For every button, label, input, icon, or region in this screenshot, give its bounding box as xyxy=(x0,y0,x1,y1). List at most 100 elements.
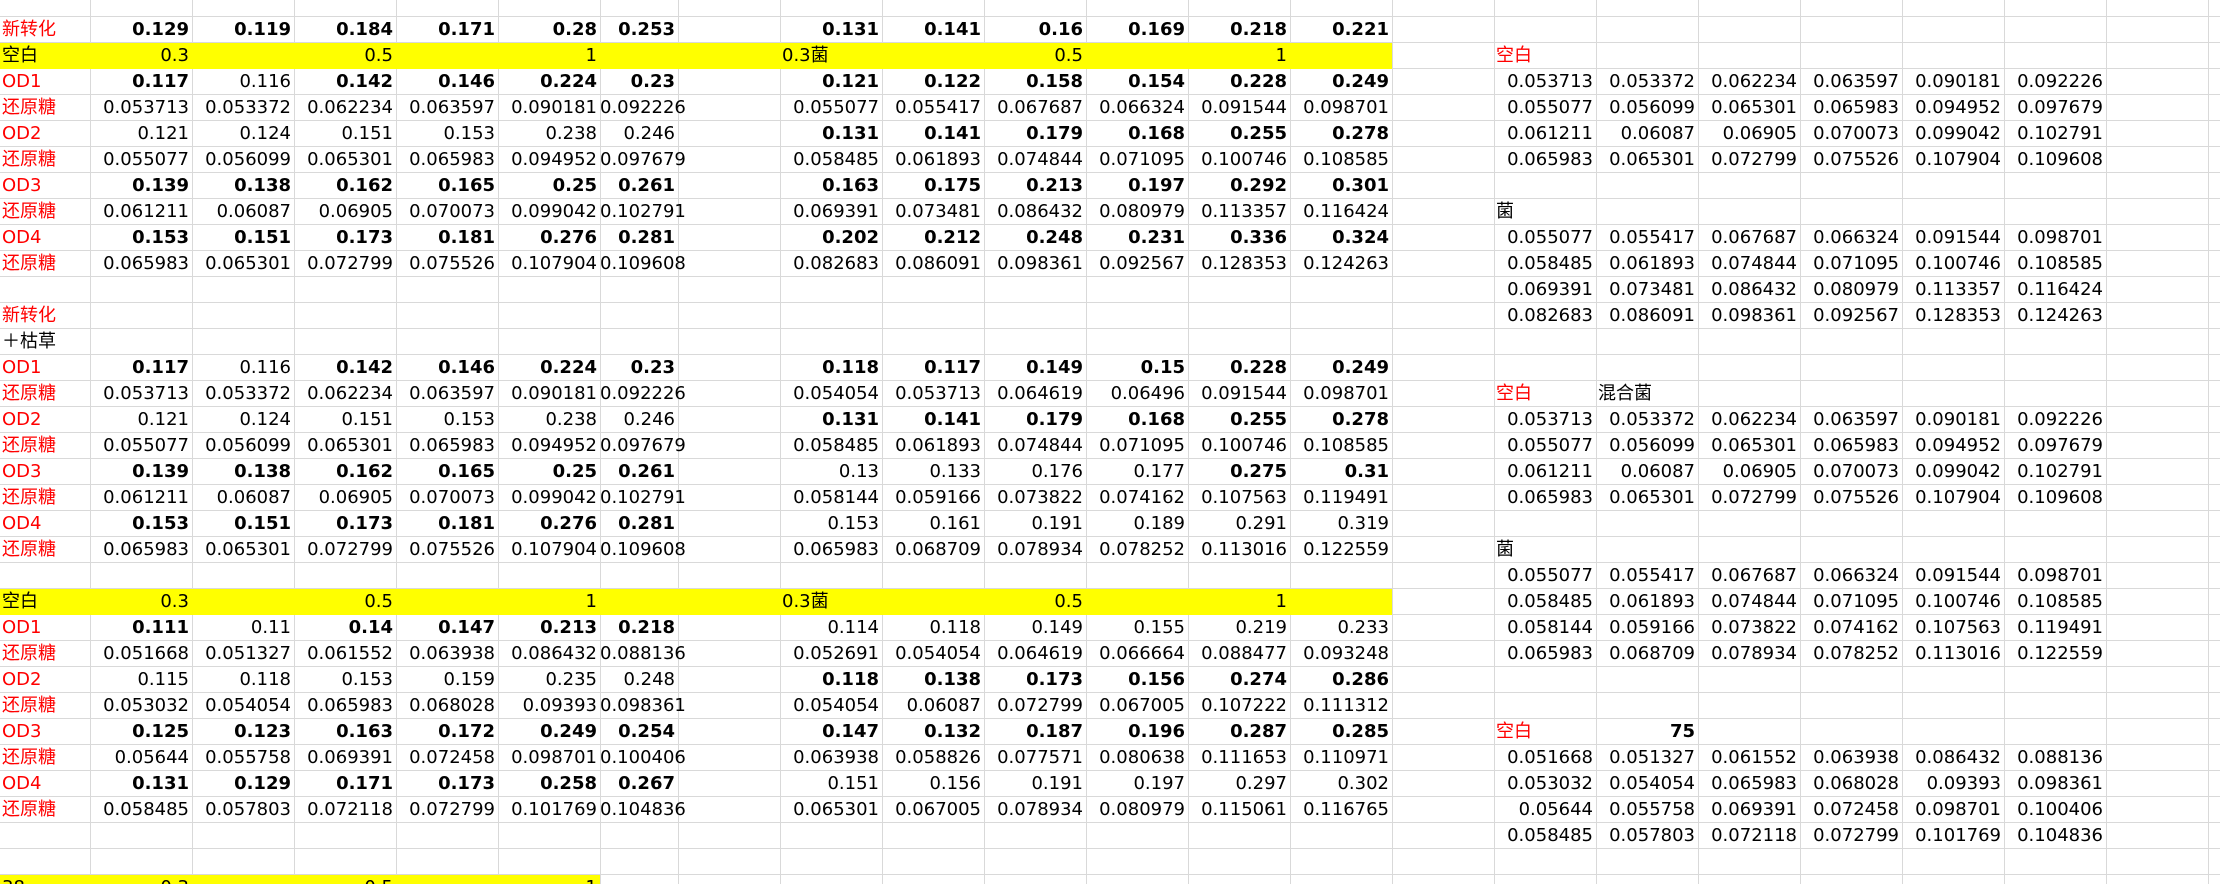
sheet-cell[interactable]: 0.3菌 xyxy=(780,589,882,615)
sheet-cell[interactable]: 0.093248 xyxy=(1303,643,1389,664)
sheet-cell[interactable]: 还原糖 xyxy=(2,253,56,274)
sheet-cell[interactable]: 0.065983 xyxy=(103,539,189,560)
sheet-cell[interactable]: 0.218 xyxy=(618,617,675,638)
sheet-cell[interactable]: ＋枯草 xyxy=(2,331,56,352)
sheet-cell[interactable]: 0.3 xyxy=(90,43,192,69)
sheet-cell[interactable]: 0.068709 xyxy=(1609,643,1695,664)
sheet-cell[interactable]: 0.184 xyxy=(336,19,393,40)
sheet-cell[interactable]: 0.197 xyxy=(1133,773,1185,794)
sheet-cell[interactable]: 0.074162 xyxy=(1813,617,1899,638)
sheet-cell[interactable]: 0.100746 xyxy=(1915,253,2001,274)
sheet-cell[interactable]: 0.141 xyxy=(924,19,981,40)
sheet-cell[interactable]: 0.06905 xyxy=(318,201,393,222)
sheet-cell[interactable]: 0.059166 xyxy=(1609,617,1695,638)
sheet-cell[interactable]: 0.292 xyxy=(1230,175,1287,196)
sheet-cell[interactable]: 0.064619 xyxy=(997,643,1083,664)
sheet-cell[interactable]: 0.121 xyxy=(137,123,189,144)
sheet-cell[interactable] xyxy=(396,875,498,884)
sheet-cell[interactable]: 0.058144 xyxy=(1507,617,1593,638)
sheet-cell[interactable]: 0.091544 xyxy=(1201,97,1287,118)
sheet-cell[interactable]: 0.061893 xyxy=(895,435,981,456)
sheet-cell[interactable]: 0.122559 xyxy=(1303,539,1389,560)
sheet-cell[interactable]: 0.090181 xyxy=(1915,409,2001,430)
sheet-cell[interactable]: 空白 xyxy=(1496,721,1532,742)
sheet-cell[interactable]: 0.078934 xyxy=(997,799,1083,820)
sheet-cell[interactable]: 还原糖 xyxy=(2,149,56,170)
sheet-cell[interactable]: 0.324 xyxy=(1332,227,1389,248)
sheet-cell[interactable]: 0.065301 xyxy=(205,253,291,274)
sheet-cell[interactable]: 0.066324 xyxy=(1813,227,1899,248)
sheet-cell[interactable]: 0.3 xyxy=(90,589,192,615)
sheet-cell[interactable]: 0.05644 xyxy=(114,747,189,768)
sheet-cell[interactable]: 0.249 xyxy=(1332,357,1389,378)
sheet-cell[interactable]: 0.191 xyxy=(1031,513,1083,534)
sheet-cell[interactable]: 0.065301 xyxy=(1609,149,1695,170)
sheet-cell[interactable]: 0.162 xyxy=(336,461,393,482)
sheet-cell[interactable]: 0.163 xyxy=(822,175,879,196)
sheet-cell[interactable]: 0.078934 xyxy=(1711,643,1797,664)
sheet-cell[interactable]: 还原糖 xyxy=(2,435,56,456)
sheet-cell[interactable]: 0.16 xyxy=(1038,19,1083,40)
sheet-cell[interactable]: 0.067687 xyxy=(1711,227,1797,248)
sheet-cell[interactable]: 0.055077 xyxy=(793,97,879,118)
sheet-cell[interactable]: 0.100746 xyxy=(1201,149,1287,170)
sheet-cell[interactable]: 0.058826 xyxy=(895,747,981,768)
sheet-cell[interactable]: 0.158 xyxy=(1026,71,1083,92)
sheet-cell[interactable]: 0.161 xyxy=(929,513,981,534)
sheet-cell[interactable]: 0.072118 xyxy=(1711,825,1797,846)
sheet-cell[interactable]: 0.116424 xyxy=(2017,279,2103,300)
sheet-cell[interactable]: 0.175 xyxy=(924,175,981,196)
sheet-cell[interactable]: 0.099042 xyxy=(511,201,597,222)
sheet-cell[interactable]: 0.153 xyxy=(443,123,495,144)
sheet-cell[interactable]: 混合菌 xyxy=(1598,383,1652,404)
sheet-cell[interactable]: 0.098701 xyxy=(2017,227,2103,248)
sheet-cell[interactable]: 0.086432 xyxy=(1915,747,2001,768)
sheet-cell[interactable]: 0.104836 xyxy=(600,799,686,820)
sheet-cell[interactable]: 0.051668 xyxy=(1507,747,1593,768)
sheet-cell[interactable]: 新转化 xyxy=(2,305,56,326)
sheet-cell[interactable]: 0.061211 xyxy=(1507,461,1593,482)
sheet-cell[interactable]: 0.054054 xyxy=(895,643,981,664)
sheet-cell[interactable]: 0.147 xyxy=(822,721,879,742)
sheet-cell[interactable]: 0.121 xyxy=(137,409,189,430)
sheet-cell[interactable]: 0.107904 xyxy=(511,253,597,274)
sheet-cell[interactable]: 0.110971 xyxy=(1303,747,1389,768)
sheet-cell[interactable]: 新转化 xyxy=(2,19,56,40)
sheet-cell[interactable]: 0.125 xyxy=(132,721,189,742)
sheet-cell[interactable]: 0.278 xyxy=(1332,409,1389,430)
sheet-cell[interactable]: 0.055077 xyxy=(1507,97,1593,118)
sheet-cell[interactable]: 0.109608 xyxy=(2017,487,2103,508)
sheet-cell[interactable] xyxy=(882,589,984,615)
sheet-cell[interactable]: 0.065983 xyxy=(1813,435,1899,456)
sheet-cell[interactable]: 0.065983 xyxy=(307,695,393,716)
sheet-cell[interactable]: 0.097679 xyxy=(600,435,686,456)
sheet-cell[interactable]: 0.072458 xyxy=(409,747,495,768)
sheet-cell[interactable] xyxy=(396,43,498,69)
sheet-cell[interactable]: 0.116424 xyxy=(1303,201,1389,222)
sheet-cell[interactable]: 0.159 xyxy=(443,669,495,690)
sheet-cell[interactable]: 0.196 xyxy=(1128,721,1185,742)
sheet-cell[interactable]: 0.055077 xyxy=(1507,565,1593,586)
sheet-cell[interactable]: 0.116 xyxy=(239,71,291,92)
sheet-cell[interactable]: 0.224 xyxy=(540,71,597,92)
sheet-cell[interactable]: 0.056099 xyxy=(1609,435,1695,456)
sheet-cell[interactable]: 0.261 xyxy=(618,461,675,482)
sheet-cell[interactable]: 0.23 xyxy=(630,357,675,378)
sheet-cell[interactable]: 0.061552 xyxy=(1711,747,1797,768)
sheet-cell[interactable]: 0.082683 xyxy=(793,253,879,274)
sheet-cell[interactable]: 0.118 xyxy=(822,669,879,690)
sheet-cell[interactable]: 0.074844 xyxy=(997,149,1083,170)
sheet-cell[interactable]: 0.067005 xyxy=(1099,695,1185,716)
sheet-cell[interactable]: 0.287 xyxy=(1230,721,1287,742)
sheet-cell[interactable] xyxy=(678,43,780,69)
sheet-cell[interactable]: 0.098361 xyxy=(1711,305,1797,326)
sheet-cell[interactable] xyxy=(1290,589,1392,615)
sheet-cell[interactable]: 0.119 xyxy=(234,19,291,40)
sheet-cell[interactable]: 0.155 xyxy=(1133,617,1185,638)
sheet-cell[interactable]: 0.109608 xyxy=(600,253,686,274)
sheet-cell[interactable]: 0.091544 xyxy=(1915,227,2001,248)
sheet-cell[interactable]: 0.072118 xyxy=(307,799,393,820)
sheet-cell[interactable]: 菌 xyxy=(1496,201,1514,222)
sheet-cell[interactable]: 0.053372 xyxy=(1609,71,1695,92)
sheet-cell[interactable]: 0.058485 xyxy=(103,799,189,820)
